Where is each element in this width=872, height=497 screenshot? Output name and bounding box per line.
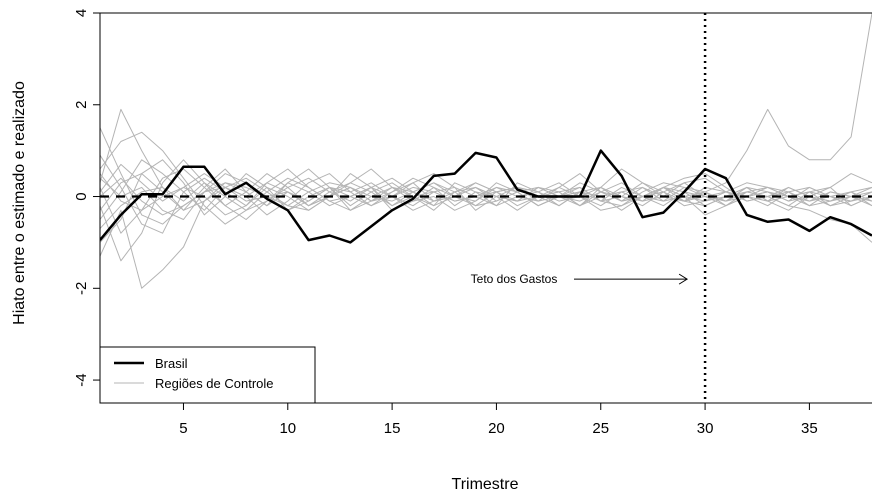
y-tick-label: 0 [73,192,90,200]
x-axis-title: Trimestre [452,476,519,493]
x-tick-label: 5 [179,420,187,437]
brasil-series-line [100,149,872,244]
control-series-line [100,13,872,211]
series-group [100,13,872,289]
control-series-line [100,127,872,225]
y-tick-label: -4 [73,373,90,386]
control-series-line [100,173,872,243]
control-series-line [100,177,872,216]
y-axis-title: Hiato entre o estimado e realizado [11,81,28,325]
y-tick-label: -2 [73,282,90,295]
control-series-line [100,159,872,262]
legend-entry-label: Regiões de Controle [155,376,274,391]
x-tick-label: 10 [279,420,296,437]
legend: Brasil Regiões de Controle [99,346,316,404]
annotation-arrow-head [678,273,689,285]
y-tick-label: 2 [73,101,90,109]
legend-entry-label: Brasil [155,356,188,371]
y-tick-label: 4 [73,9,90,17]
x-tick-label: 25 [592,420,609,437]
x-tick-label: 15 [384,420,401,437]
control-series-line [100,173,872,220]
x-tick-label: 20 [488,420,505,437]
control-series-line [100,131,872,225]
control-series-line [100,177,872,229]
x-tick-label: 35 [801,420,818,437]
x-tick-label: 30 [697,420,714,437]
plot-area: Teto dos Gastos [100,13,872,403]
annotation-label: Teto dos Gastos [471,272,558,286]
legend-box [99,346,316,404]
